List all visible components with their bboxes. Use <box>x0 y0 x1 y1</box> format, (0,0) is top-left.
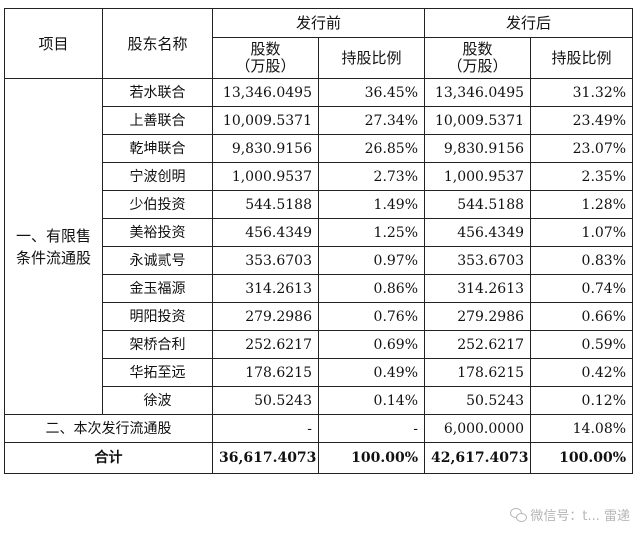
table-row: 徐波 50.5243 0.14% 50.5243 0.12% <box>5 386 634 415</box>
after-ratio: 0.42% <box>530 358 634 387</box>
table-row: 一、有限售条件流通股 若水联合 13,346.0495 36.45% 13,34… <box>4 78 634 415</box>
header-after-ratio: 持股比例 <box>530 37 634 79</box>
before-shares: 1,000.9537 <box>212 162 319 191</box>
after-shares: 544.5188 <box>424 190 532 219</box>
total-after-shares: 42,617.4073 <box>424 442 532 474</box>
total-before-shares: 36,617.4073 <box>212 442 319 474</box>
watermark-text: 微信号：t... 雷递 <box>530 509 630 524</box>
shareholder-name: 少伯投资 <box>102 190 213 219</box>
public-issue-label: 二、本次发行流通股 <box>4 414 213 443</box>
after-shares: 353.6703 <box>424 246 532 275</box>
wechat-icon <box>510 507 528 522</box>
before-shares: 178.6215 <box>212 358 319 387</box>
before-shares: 50.5243 <box>212 386 319 415</box>
before-ratio: 0.49% <box>317 358 426 387</box>
table-row: 上善联合 10,009.5371 27.34% 10,009.5371 23.4… <box>5 106 634 135</box>
after-ratio: 0.83% <box>530 246 634 275</box>
before-shares: 353.6703 <box>212 246 319 275</box>
public-before-shares: - <box>212 414 319 443</box>
before-shares: 10,009.5371 <box>212 106 319 135</box>
header-before-issue: 发行前 <box>211 8 426 38</box>
header-after-issue: 发行后 <box>424 8 634 38</box>
public-after-ratio: 14.08% <box>530 414 634 443</box>
table-row: 明阳投资 279.2986 0.76% 279.2986 0.66% <box>5 302 634 331</box>
shareholding-table-container: 项目 股东名称 发行前 发行后 股数 （万股） 持股比例 股数 （万股） 持股比… <box>4 8 634 474</box>
table-row: 少伯投资 544.5188 1.49% 544.5188 1.28% <box>5 190 634 219</box>
after-shares: 456.4349 <box>424 218 532 247</box>
header-row-sub: 股数 （万股） 持股比例 股数 （万股） 持股比例 <box>5 37 634 79</box>
restricted-category-label: 一、有限售条件流通股 <box>4 78 103 415</box>
before-ratio: 0.86% <box>317 274 426 303</box>
watermark: 微信号：t... 雷递 <box>510 505 630 524</box>
total-before-ratio: 100.00% <box>317 442 426 474</box>
after-ratio: 0.12% <box>530 386 634 415</box>
before-ratio: 36.45% <box>317 78 426 107</box>
after-ratio: 1.28% <box>530 190 634 219</box>
after-ratio: 23.07% <box>530 134 634 163</box>
shareholder-name: 永诚贰号 <box>102 246 213 275</box>
after-shares: 50.5243 <box>424 386 532 415</box>
total-label: 合计 <box>4 442 213 474</box>
before-ratio: 26.85% <box>317 134 426 163</box>
header-row-top: 项目 股东名称 发行前 发行后 <box>4 8 634 79</box>
shareholder-name: 乾坤联合 <box>102 134 213 163</box>
shareholder-name: 宁波创明 <box>102 162 213 191</box>
before-ratio: 0.97% <box>317 246 426 275</box>
shareholder-name: 若水联合 <box>102 78 213 107</box>
header-before-ratio: 持股比例 <box>317 37 426 79</box>
before-ratio: 0.14% <box>317 386 426 415</box>
table-row: 架桥合利 252.6217 0.69% 252.6217 0.59% <box>5 330 634 359</box>
shareholder-name: 金玉福源 <box>102 274 213 303</box>
shareholder-name: 华拓至远 <box>102 358 213 387</box>
after-ratio: 0.74% <box>530 274 634 303</box>
before-shares: 252.6217 <box>212 330 319 359</box>
after-shares: 10,009.5371 <box>424 106 532 135</box>
before-shares: 314.2613 <box>212 274 319 303</box>
table-row: 美裕投资 456.4349 1.25% 456.4349 1.07% <box>5 218 634 247</box>
after-shares: 252.6217 <box>424 330 532 359</box>
after-shares: 13,346.0495 <box>424 78 532 107</box>
header-before-shares: 股数 （万股） <box>212 37 319 79</box>
after-shares: 314.2613 <box>424 274 532 303</box>
after-ratio: 2.35% <box>530 162 634 191</box>
header-after-shares: 股数 （万股） <box>424 37 532 79</box>
before-ratio: 1.49% <box>317 190 426 219</box>
public-before-ratio: - <box>317 414 426 443</box>
table-row: 永诚贰号 353.6703 0.97% 353.6703 0.83% <box>5 246 634 275</box>
before-ratio: 27.34% <box>317 106 426 135</box>
shareholder-name: 美裕投资 <box>102 218 213 247</box>
before-ratio: 0.69% <box>317 330 426 359</box>
after-ratio: 1.07% <box>530 218 634 247</box>
shareholder-name: 徐波 <box>102 386 213 415</box>
header-item: 项目 <box>4 8 103 79</box>
before-ratio: 2.73% <box>317 162 426 191</box>
public-after-shares: 6,000.0000 <box>424 414 532 443</box>
shareholding-table: 项目 股东名称 发行前 发行后 股数 （万股） 持股比例 股数 （万股） 持股比… <box>4 8 634 474</box>
before-shares: 9,830.9156 <box>212 134 319 163</box>
after-shares: 279.2986 <box>424 302 532 331</box>
before-shares: 456.4349 <box>212 218 319 247</box>
after-shares: 1,000.9537 <box>424 162 532 191</box>
after-ratio: 31.32% <box>530 78 634 107</box>
public-issue-row: 二、本次发行流通股 - - 6,000.0000 14.08% <box>4 414 634 443</box>
after-ratio: 0.66% <box>530 302 634 331</box>
before-ratio: 1.25% <box>317 218 426 247</box>
shareholder-name: 上善联合 <box>102 106 213 135</box>
table-row: 金玉福源 314.2613 0.86% 314.2613 0.74% <box>5 274 634 303</box>
header-shareholder: 股东名称 <box>102 8 213 79</box>
total-after-ratio: 100.00% <box>530 442 634 474</box>
table-row: 宁波创明 1,000.9537 2.73% 1,000.9537 2.35% <box>5 162 634 191</box>
after-ratio: 0.59% <box>530 330 634 359</box>
before-shares: 279.2986 <box>212 302 319 331</box>
after-ratio: 23.49% <box>530 106 634 135</box>
before-ratio: 0.76% <box>317 302 426 331</box>
total-row: 合计 36,617.4073 100.00% 42,617.4073 100.0… <box>4 442 634 474</box>
after-shares: 178.6215 <box>424 358 532 387</box>
shareholder-name: 架桥合利 <box>102 330 213 359</box>
shareholder-name: 明阳投资 <box>102 302 213 331</box>
before-shares: 13,346.0495 <box>212 78 319 107</box>
after-shares: 9,830.9156 <box>424 134 532 163</box>
before-shares: 544.5188 <box>212 190 319 219</box>
